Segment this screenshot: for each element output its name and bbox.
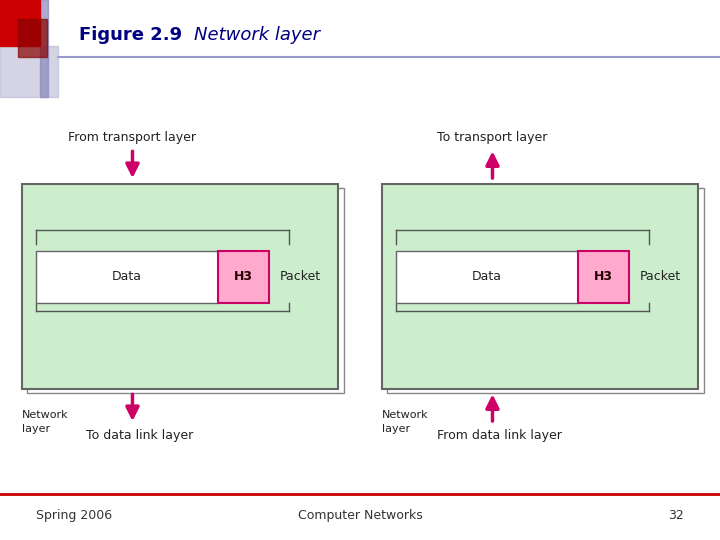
- Bar: [396, 251, 578, 302]
- Bar: [22, 184, 338, 389]
- Bar: [36, 251, 218, 302]
- Text: Spring 2006: Spring 2006: [36, 509, 112, 522]
- Text: Network layer: Network layer: [194, 26, 320, 44]
- Bar: [218, 251, 269, 302]
- Text: Computer Networks: Computer Networks: [297, 509, 423, 522]
- Bar: [382, 184, 698, 389]
- Text: H3: H3: [234, 271, 253, 284]
- Text: 32: 32: [668, 509, 684, 522]
- Text: To transport layer: To transport layer: [437, 131, 548, 144]
- Text: Data: Data: [112, 271, 143, 284]
- Text: From data link layer: From data link layer: [437, 429, 562, 442]
- Text: Network
layer: Network layer: [382, 410, 428, 434]
- Text: From transport layer: From transport layer: [68, 131, 197, 144]
- Text: Figure 2.9: Figure 2.9: [79, 26, 182, 44]
- Text: Data: Data: [472, 271, 503, 284]
- Text: H3: H3: [594, 271, 613, 284]
- Bar: [27, 188, 344, 393]
- Text: Network
layer: Network layer: [22, 410, 68, 434]
- Text: Packet: Packet: [640, 271, 681, 284]
- Bar: [578, 251, 629, 302]
- Text: Packet: Packet: [280, 271, 321, 284]
- Bar: [387, 188, 704, 393]
- Text: To data link layer: To data link layer: [86, 429, 193, 442]
